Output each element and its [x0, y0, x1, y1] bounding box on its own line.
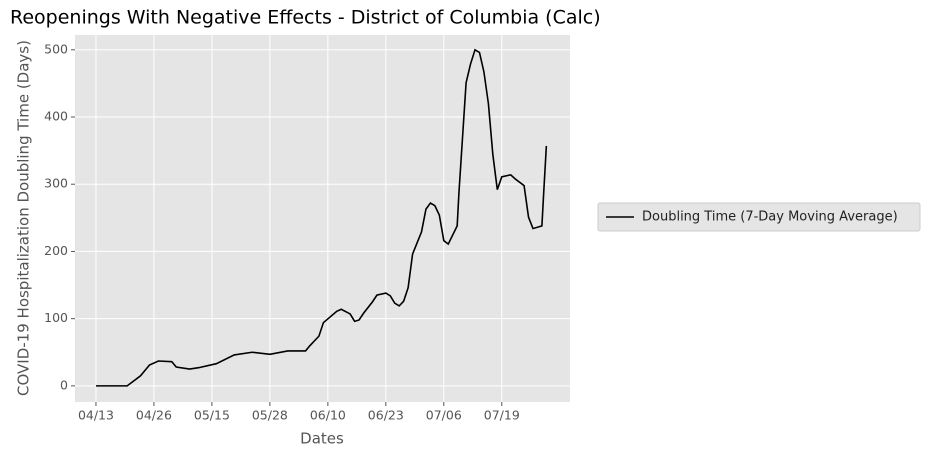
y-tick-label: 0: [60, 377, 68, 392]
x-tick-label: 07/06: [426, 408, 462, 423]
y-tick-label: 300: [44, 176, 68, 191]
series-line: [95, 48, 548, 387]
legend: [597, 202, 921, 232]
plot-area: [75, 35, 570, 402]
y-axis-label: COVID-19 Hospitalization Doubling Time (…: [15, 40, 33, 396]
marks: [95, 48, 548, 387]
x-tick-label: 06/23: [368, 408, 404, 423]
x-tick-label: 04/13: [78, 408, 114, 423]
y-tick-label: 400: [44, 109, 68, 124]
x-tick-label: 06/10: [310, 408, 346, 423]
chart-title: Reopenings With Negative Effects - Distr…: [10, 7, 601, 29]
x-axis-label: Dates: [300, 430, 344, 448]
x-tick-label: 05/28: [252, 408, 288, 423]
legend-label: Doubling Time (7-Day Moving Average): [642, 210, 898, 225]
x-tick-label: 04/26: [136, 408, 172, 423]
x-tick-label: 05/15: [194, 408, 230, 423]
grid: [75, 35, 570, 402]
y-tick-label: 100: [44, 310, 68, 325]
y-tick-label: 500: [44, 41, 68, 56]
x-tick-label: 07/19: [484, 408, 520, 423]
y-tick-label: 200: [44, 243, 68, 258]
